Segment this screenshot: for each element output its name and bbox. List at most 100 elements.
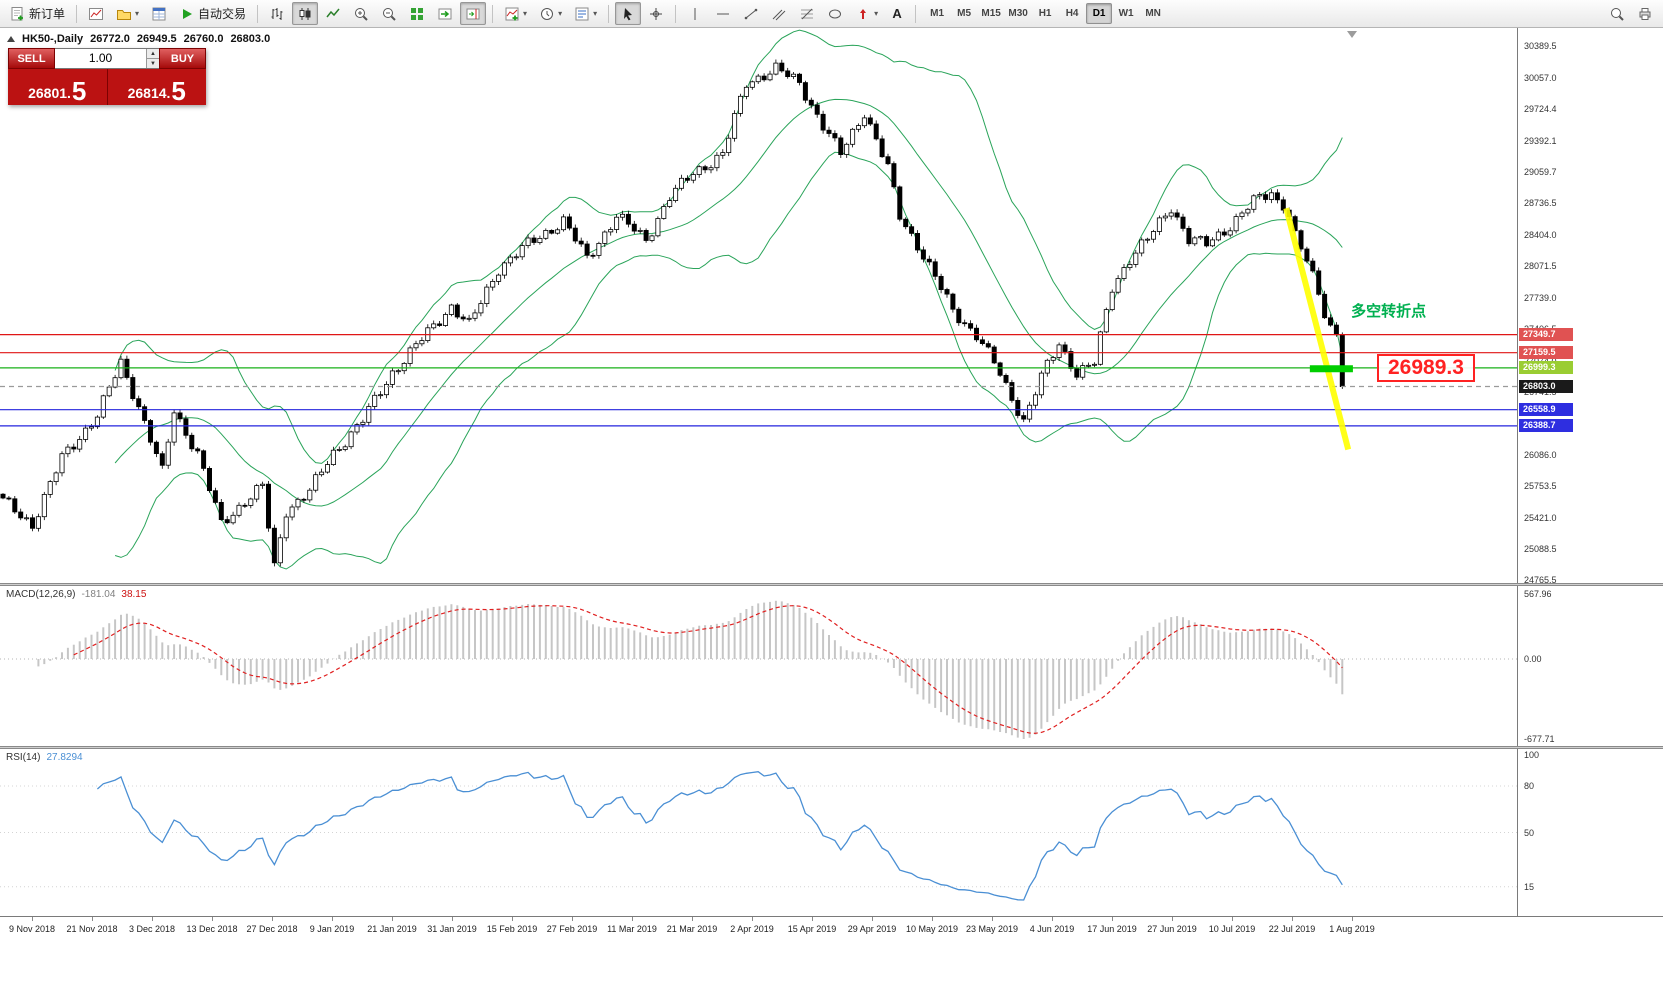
candlestick-chart[interactable]	[0, 28, 1517, 583]
volume-spinner: ▲ ▼	[146, 49, 159, 68]
arrows-button[interactable]: ▾	[850, 2, 883, 25]
chart-shift-marker-icon[interactable]	[1347, 31, 1357, 38]
panel-collapse-icon[interactable]	[7, 36, 15, 42]
date-tick-mark	[632, 917, 633, 921]
bar-chart-button[interactable]	[264, 2, 290, 25]
rsi-pane[interactable]: RSI(14) 27.8294	[0, 749, 1663, 916]
shapes-button[interactable]	[822, 2, 848, 25]
periods-button[interactable]: ▾	[534, 2, 567, 25]
macd-main-value: -181.04	[81, 589, 116, 600]
market-watch-button[interactable]	[146, 2, 172, 25]
cursor-icon	[624, 7, 633, 20]
price-tick: 30389.5	[1524, 41, 1557, 51]
date-tick-mark	[1112, 917, 1113, 921]
timeframe-button-m5[interactable]: M5	[957, 8, 972, 19]
sell-button[interactable]: SELL	[8, 48, 55, 69]
price-tag: 26558.9	[1519, 403, 1573, 416]
text-button[interactable]: A	[885, 2, 909, 25]
close-value: 26803.0	[230, 33, 271, 45]
low-value: 26760.0	[183, 33, 224, 45]
pane-splitter-2[interactable]	[0, 746, 1663, 749]
cursor-button[interactable]	[615, 2, 642, 25]
templates-button[interactable]: ▾	[569, 2, 602, 25]
volume-input[interactable]: 1.00	[88, 51, 113, 65]
rsi-chart[interactable]	[0, 749, 1517, 916]
date-label: 17 Jun 2019	[1087, 924, 1137, 934]
dropdown-caret: ▾	[874, 8, 879, 18]
autotrading-button[interactable]: 自动交易	[174, 2, 251, 25]
toolbar: 新订单 ▾ 自动交易	[0, 0, 1663, 28]
macd-tick: -677.71	[1524, 734, 1555, 744]
zoom-in-button[interactable]	[348, 2, 374, 25]
volume-up-icon[interactable]: ▲	[147, 49, 159, 59]
price-tag: 26388.7	[1519, 419, 1573, 432]
dropdown-caret: ▾	[135, 8, 140, 18]
date-label: 21 Jan 2019	[367, 924, 417, 934]
vertical-line-button[interactable]	[682, 2, 708, 25]
macd-tick: 567.96	[1524, 589, 1552, 599]
auto-scroll-button[interactable]	[432, 2, 458, 25]
main-chart-pane[interactable]: HK50-,Daily 26772.0 26949.5 26760.0 2680…	[0, 28, 1663, 583]
crosshair-button[interactable]	[643, 2, 669, 25]
horizontal-line-button[interactable]	[710, 2, 736, 25]
new-order-button[interactable]: 新订单	[5, 2, 70, 25]
profiles-button[interactable]: ▾	[111, 2, 144, 25]
zoom-out-button[interactable]	[376, 2, 402, 25]
date-label: 9 Jan 2019	[309, 924, 355, 934]
date-label: 10 Jul 2019	[1208, 924, 1256, 934]
timeframe-button-d1[interactable]: D1	[1086, 3, 1113, 24]
trendline-button[interactable]	[738, 2, 764, 25]
buy-price[interactable]: 26814. 5	[107, 69, 206, 105]
auto-scroll-icon	[438, 8, 452, 19]
timeframe-button-m30[interactable]: M30	[1008, 8, 1028, 19]
price-axis[interactable]: 30389.5 30057.0 29724.4 29392.1 29059.7 28736…	[1517, 28, 1663, 916]
date-label: 22 Jul 2019	[1268, 924, 1316, 934]
fibonacci-button[interactable]	[794, 2, 820, 25]
date-tick-mark	[1172, 917, 1173, 921]
symbol-period-label: HK50-,Daily	[22, 33, 84, 45]
date-tick-mark	[872, 917, 873, 921]
macd-chart[interactable]	[0, 586, 1517, 746]
date-tick-mark	[512, 917, 513, 921]
text-tool-icon: A	[892, 6, 902, 21]
macd-signal-value: 38.15	[121, 589, 147, 600]
date-tick-mark	[752, 917, 753, 921]
dropdown-caret: ▾	[558, 8, 563, 18]
candlestick-button[interactable]	[292, 2, 319, 25]
price-tick: 27739.0	[1524, 293, 1557, 303]
chart-info-line: HK50-,Daily 26772.0 26949.5 26760.0 2680…	[7, 33, 270, 45]
timeframe-button-m15[interactable]: M15	[981, 8, 1001, 19]
autotrading-play-icon	[183, 8, 193, 19]
print-button[interactable]	[1632, 2, 1658, 25]
date-tick-mark	[572, 917, 573, 921]
chart-shift-button[interactable]	[460, 2, 487, 25]
date-tick-mark	[272, 917, 273, 921]
pane-splitter-1[interactable]	[0, 583, 1663, 586]
price-callout[interactable]: 26989.3	[1377, 354, 1475, 382]
timeframe-button-h1[interactable]: H1	[1038, 8, 1052, 19]
candlestick-icon	[299, 7, 311, 20]
timeframe-button-m1[interactable]: M1	[930, 8, 945, 19]
date-label: 3 Dec 2018	[128, 924, 176, 934]
date-label: 15 Apr 2019	[787, 924, 837, 934]
price-tick: 24765.5	[1524, 575, 1557, 585]
timeframe-button-w1[interactable]: W1	[1118, 8, 1134, 19]
buy-button[interactable]: BUY	[159, 48, 206, 69]
channel-button[interactable]	[766, 2, 792, 25]
sell-price[interactable]: 26801. 5	[8, 69, 108, 105]
open-value: 26772.0	[90, 33, 130, 45]
search-symbol-button[interactable]	[1604, 2, 1630, 25]
line-chart-button[interactable]	[320, 2, 346, 25]
price-tick: 30057.0	[1524, 73, 1557, 83]
periods-clock-icon	[541, 7, 554, 20]
tile-windows-button[interactable]	[404, 2, 430, 25]
timeframe-button-h4[interactable]: H4	[1065, 8, 1079, 19]
volume-down-icon[interactable]: ▼	[147, 59, 159, 68]
time-axis[interactable]: 9 Nov 2018 21 Nov 2018 3 Dec 2018 13 Dec 20…	[0, 916, 1663, 942]
new-chart-button[interactable]	[83, 2, 109, 25]
indicators-button[interactable]: ▾	[499, 2, 532, 25]
date-label: 27 Jun 2019	[1147, 924, 1197, 934]
date-label: 21 Mar 2019	[666, 924, 718, 934]
timeframe-button-mn[interactable]: MN	[1145, 8, 1161, 19]
macd-pane[interactable]: MACD(12,26,9) -181.04 38.15	[0, 586, 1663, 746]
